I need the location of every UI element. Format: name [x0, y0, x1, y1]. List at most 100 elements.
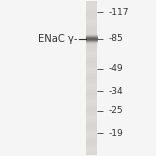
- Bar: [86, 154, 97, 155]
- Bar: [86, 52, 97, 53]
- Bar: [86, 118, 97, 119]
- Bar: [86, 13, 97, 14]
- Bar: [86, 25, 97, 26]
- Bar: [86, 58, 97, 59]
- Bar: [86, 57, 97, 58]
- Bar: [86, 96, 97, 97]
- Bar: [86, 40, 98, 41]
- Bar: [86, 89, 97, 90]
- Bar: [86, 101, 97, 102]
- Bar: [86, 76, 97, 77]
- Bar: [86, 47, 97, 48]
- Bar: [86, 51, 97, 52]
- Bar: [86, 74, 97, 75]
- Bar: [86, 32, 97, 33]
- Bar: [86, 147, 97, 148]
- Bar: [86, 65, 97, 66]
- Bar: [86, 35, 98, 36]
- Bar: [86, 59, 97, 60]
- Bar: [86, 4, 97, 5]
- Bar: [86, 61, 97, 62]
- Text: -49: -49: [109, 64, 123, 73]
- Bar: [86, 116, 97, 117]
- Bar: [86, 144, 97, 145]
- Bar: [86, 150, 97, 151]
- Bar: [86, 120, 97, 121]
- Bar: [86, 82, 97, 83]
- Text: -34: -34: [109, 87, 123, 95]
- Text: -85: -85: [109, 34, 123, 43]
- Bar: [86, 42, 97, 43]
- Bar: [86, 50, 97, 51]
- Bar: [86, 56, 97, 57]
- Bar: [86, 93, 97, 94]
- Bar: [86, 91, 97, 92]
- Bar: [86, 115, 97, 116]
- Text: ENaC γ-: ENaC γ-: [39, 34, 78, 44]
- Bar: [86, 135, 97, 136]
- Bar: [86, 27, 97, 28]
- Bar: [86, 126, 97, 127]
- Bar: [86, 20, 97, 21]
- Bar: [86, 36, 97, 37]
- Bar: [86, 19, 97, 20]
- Bar: [86, 62, 97, 63]
- Bar: [86, 145, 97, 146]
- Bar: [86, 63, 97, 64]
- Bar: [86, 75, 97, 76]
- Bar: [86, 133, 97, 134]
- Bar: [86, 88, 97, 89]
- Bar: [86, 113, 97, 114]
- Bar: [86, 44, 97, 45]
- Bar: [86, 24, 97, 25]
- Bar: [86, 94, 97, 95]
- Text: -117: -117: [109, 8, 129, 17]
- Bar: [86, 42, 98, 43]
- Bar: [86, 90, 97, 91]
- Bar: [86, 112, 97, 113]
- Bar: [86, 22, 97, 23]
- Bar: [86, 117, 97, 118]
- Bar: [86, 12, 97, 13]
- Bar: [86, 103, 97, 104]
- Bar: [86, 37, 98, 38]
- Bar: [86, 16, 97, 17]
- Bar: [86, 53, 97, 54]
- Bar: [86, 34, 98, 35]
- Bar: [86, 87, 97, 88]
- Bar: [86, 151, 97, 152]
- Bar: [86, 49, 97, 50]
- Bar: [86, 40, 97, 41]
- Bar: [86, 33, 97, 34]
- Bar: [86, 46, 97, 47]
- Bar: [86, 45, 97, 46]
- Bar: [86, 79, 97, 80]
- Bar: [86, 123, 97, 124]
- Bar: [86, 131, 97, 132]
- Bar: [86, 28, 97, 29]
- Bar: [86, 98, 97, 99]
- Bar: [86, 130, 97, 131]
- Bar: [86, 142, 97, 143]
- Bar: [86, 36, 98, 37]
- Bar: [86, 55, 97, 56]
- Bar: [86, 110, 97, 111]
- Bar: [86, 17, 97, 18]
- Bar: [86, 8, 97, 9]
- Bar: [86, 129, 97, 130]
- Bar: [86, 54, 97, 55]
- Bar: [86, 153, 97, 154]
- Bar: [86, 86, 97, 87]
- Bar: [86, 81, 97, 82]
- Bar: [86, 124, 97, 125]
- Bar: [86, 152, 97, 153]
- Bar: [86, 106, 97, 107]
- Bar: [86, 119, 97, 120]
- Bar: [86, 72, 97, 73]
- Bar: [86, 60, 97, 61]
- Bar: [86, 9, 97, 10]
- Bar: [86, 143, 97, 144]
- Bar: [86, 38, 97, 39]
- Bar: [86, 31, 97, 32]
- Bar: [86, 70, 97, 71]
